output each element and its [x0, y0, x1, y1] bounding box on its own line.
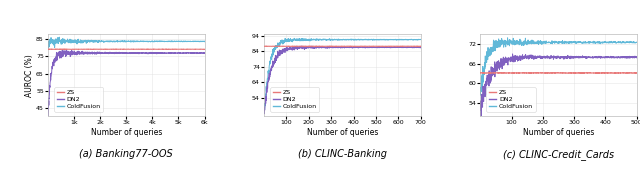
- Text: (b) CLINC-Banking: (b) CLINC-Banking: [298, 149, 387, 159]
- X-axis label: Number of queries: Number of queries: [307, 128, 378, 136]
- Legend: ZS, DN2, ColdFusion: ZS, DN2, ColdFusion: [54, 87, 104, 111]
- Text: (c) CLINC-Credit_Cards: (c) CLINC-Credit_Cards: [503, 149, 614, 160]
- Y-axis label: AUROC (%): AUROC (%): [25, 54, 34, 97]
- Legend: ZS, DN2, ColdFusion: ZS, DN2, ColdFusion: [486, 87, 536, 111]
- X-axis label: Number of queries: Number of queries: [523, 128, 594, 136]
- Legend: ZS, DN2, ColdFusion: ZS, DN2, ColdFusion: [270, 87, 319, 111]
- X-axis label: Number of queries: Number of queries: [91, 128, 162, 136]
- Text: (a) Banking77-OOS: (a) Banking77-OOS: [79, 149, 173, 159]
